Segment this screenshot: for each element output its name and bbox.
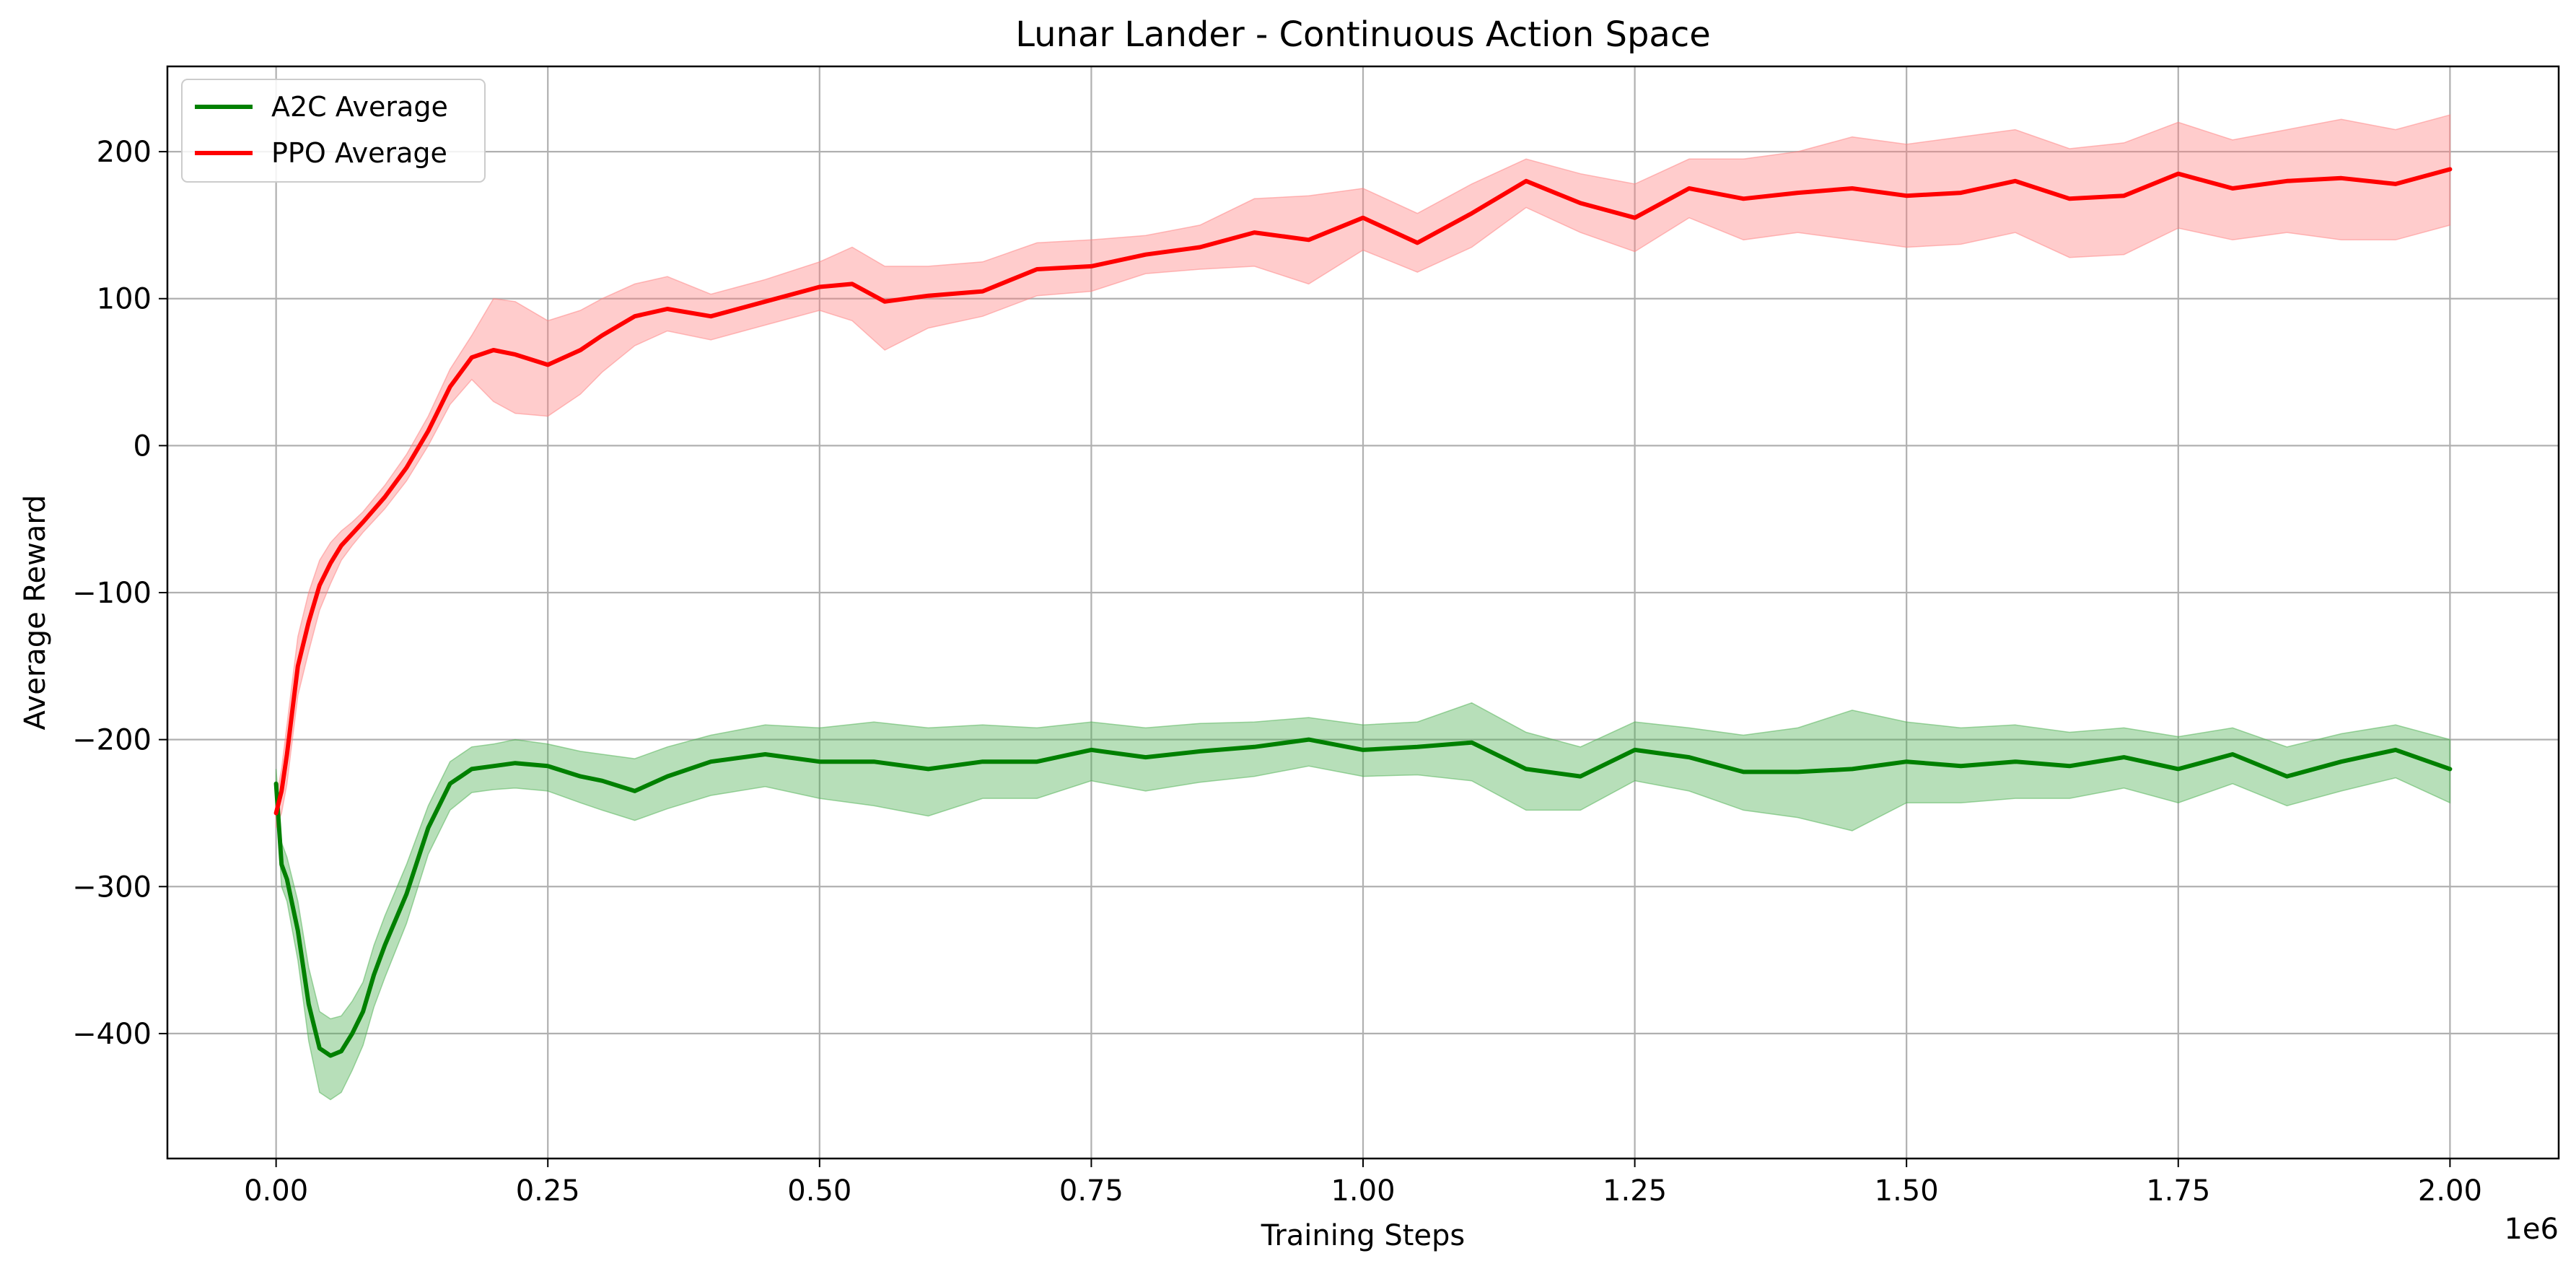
y-tick-label: −100 [72,577,152,610]
x-tick-label: 0.50 [787,1174,851,1208]
band-a2c [275,702,2451,1101]
y-tick-label: 0 [133,429,152,463]
y-tick-label: 200 [97,136,152,169]
y-tick-label: −300 [72,871,152,904]
x-axis-label: Training Steps [1261,1219,1465,1252]
legend-label: A2C Average [271,91,448,123]
legend: A2C Average PPO Average [181,79,486,183]
confidence-bands [275,114,2451,1101]
y-tick-label: −400 [72,1018,152,1051]
line-ppo [273,167,2453,816]
legend-label: PPO Average [271,137,447,169]
x-tick-label: 1.00 [1331,1174,1395,1208]
y-tick-label: −200 [72,724,152,757]
x-tick-label: 1.25 [1603,1174,1667,1208]
x-axis-offset-label: 1e6 [2504,1213,2559,1246]
x-tick-label: 2.00 [2418,1174,2482,1208]
grid-lines [167,66,2559,1159]
series-lines [273,167,2453,1058]
x-tick-label: 0.25 [516,1174,580,1208]
chart-title: Lunar Lander - Continuous Action Space [1015,14,1711,55]
x-tick-label: 1.75 [2146,1174,2210,1208]
x-tick-label: 0.00 [244,1174,308,1208]
x-tick-label: 0.75 [1059,1174,1123,1208]
legend-box [181,79,486,183]
band-ppo [275,114,2451,829]
line-a2c [273,737,2453,1058]
y-axis-label: Average Reward [19,495,52,730]
x-axis-ticks: 0.00 0.25 0.50 0.75 1.00 1.25 1.50 1.75 2.00 [244,1159,2482,1208]
x-tick-label: 1.50 [1875,1174,1939,1208]
y-tick-label: 100 [97,283,152,316]
y-axis-ticks: −400 −300 −200 −100 0 100 200 [72,136,167,1051]
